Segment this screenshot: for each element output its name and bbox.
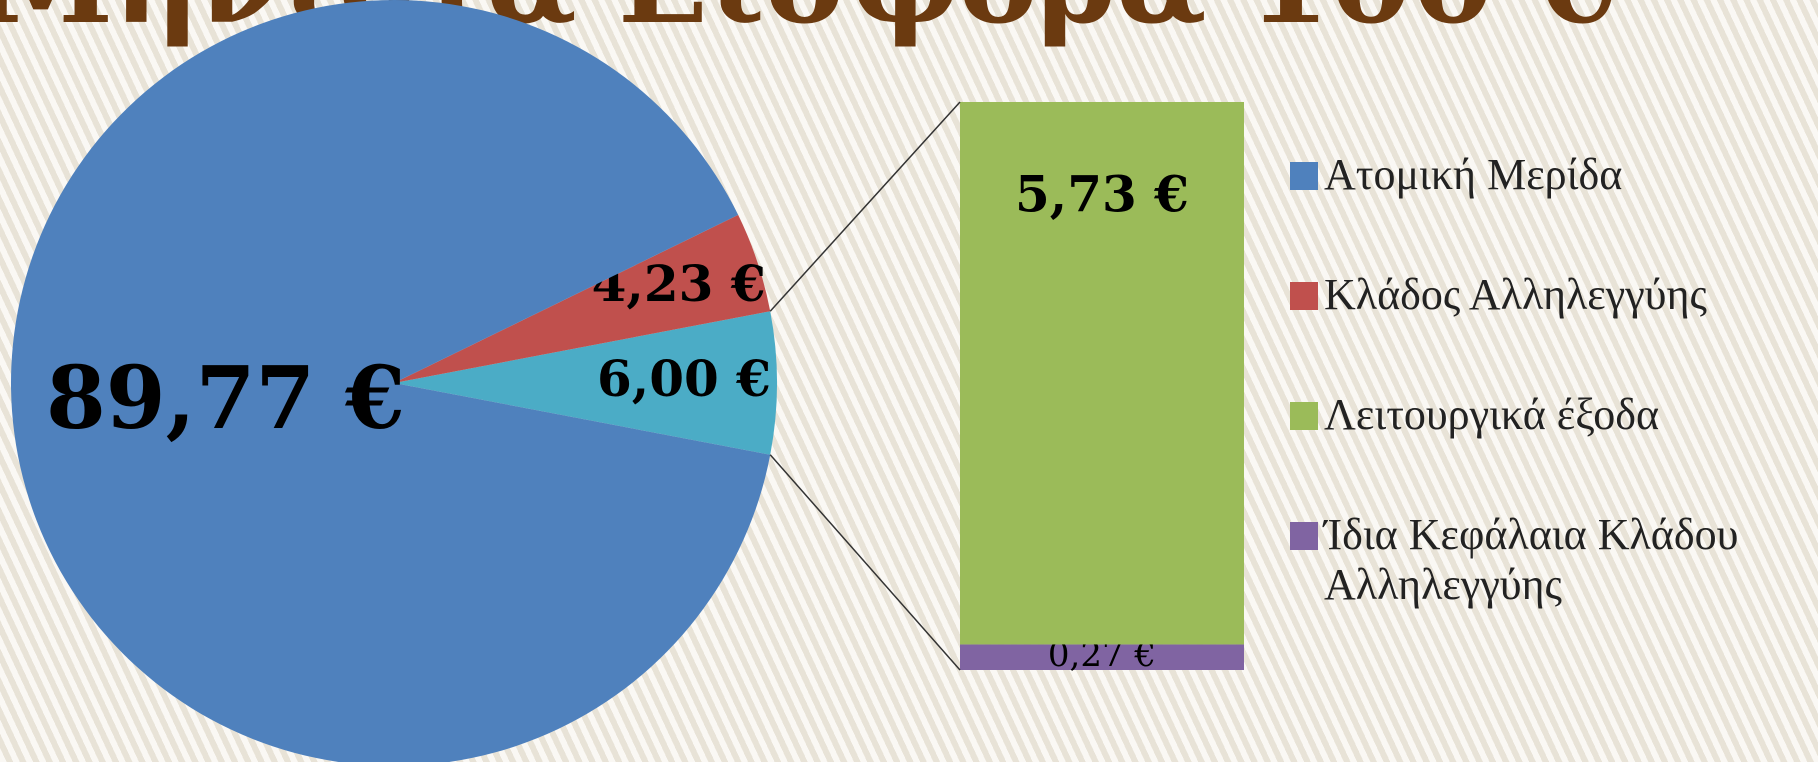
legend-swatch: [1290, 402, 1318, 430]
pie-slice: [394, 311, 777, 455]
legend-swatch: [1290, 162, 1318, 190]
legend: Ατομική Μερίδα Κλάδος Αλληλεγγύης Λειτουργ…: [1290, 150, 1810, 680]
legend-item: Ίδια Κεφάλαια Κλάδου Αλληλεγγύης: [1290, 510, 1810, 610]
pie-slice: [11, 0, 771, 762]
connector: [769, 101, 961, 312]
data-label: 89,77 €: [46, 348, 405, 449]
legend-swatch: [1290, 522, 1318, 550]
legend-label: Ίδια Κεφάλαια Κλάδου Αλληλεγγύης: [1324, 510, 1739, 609]
legend-label: Λειτουργικά έξοδα: [1324, 390, 1660, 439]
legend-item: Κλάδος Αλληλεγγύης: [1290, 270, 1810, 320]
data-label: 5,73 €: [1015, 165, 1189, 224]
legend-item: Λειτουργικά έξοδα: [1290, 390, 1810, 440]
legend-swatch: [1290, 282, 1318, 310]
bar-segment: [960, 644, 1244, 670]
connector: [769, 454, 961, 671]
pie-slice: [394, 214, 771, 383]
bar-segment: [960, 102, 1244, 645]
legend-label: Ατομική Μερίδα: [1324, 150, 1623, 199]
data-label: 6,00 €: [597, 349, 771, 408]
legend-label: Κλάδος Αλληλεγγύης: [1324, 270, 1707, 319]
legend-item: Ατομική Μερίδα: [1290, 150, 1810, 200]
